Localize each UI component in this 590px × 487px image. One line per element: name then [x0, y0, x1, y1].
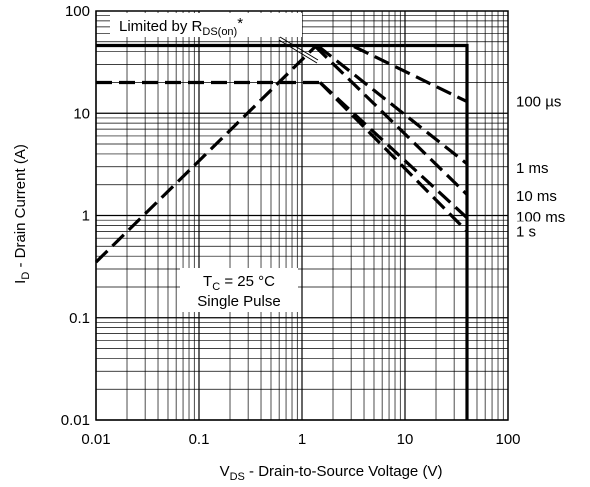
- limited-annotation-suffix: *: [237, 15, 243, 32]
- limited-annotation-box: [110, 13, 302, 37]
- limited-annotation-arrow: [279, 36, 319, 61]
- series-line: [353, 45, 468, 104]
- x-axis-label-sub: DS: [230, 471, 245, 483]
- y-tick-label: 0.01: [61, 412, 90, 429]
- x-tick-labels: 0.01 0.1 1 10 100: [81, 431, 520, 448]
- y-axis-label-sub: D: [20, 272, 32, 280]
- limited-annotation: Limited by RDS(on)*: [119, 15, 243, 38]
- condition-pulse: Single Pulse: [197, 293, 280, 310]
- grid: [95, 11, 508, 421]
- series-group: [94, 43, 469, 420]
- curve-label-bg: [513, 158, 556, 179]
- series-line: [314, 45, 469, 196]
- x-tick-label: 1: [298, 431, 306, 448]
- series-line: [318, 81, 469, 233]
- plot-frame: [95, 10, 509, 421]
- limited-annotation-arrow-shadow: [278, 39, 318, 64]
- x-tick-label: 10: [397, 431, 414, 448]
- condition-tc-main: T: [203, 273, 212, 290]
- curve-label-bg: [513, 91, 573, 112]
- y-axis-label: ID - Drain Current (A): [12, 144, 32, 284]
- curve-label: 1 s: [516, 223, 536, 240]
- y-axis-label-main: I: [12, 280, 29, 284]
- curve-label: 10 ms: [516, 188, 557, 205]
- x-axis-label: VDS - Drain-to-Source Voltage (V): [220, 463, 443, 483]
- x-axis-label-rest: - Drain-to-Source Voltage (V): [245, 463, 443, 480]
- series-line: [96, 43, 469, 420]
- x-tick-label: 100: [495, 431, 520, 448]
- x-tick-label: 0.1: [189, 431, 210, 448]
- curve-label: 1 ms: [516, 160, 549, 177]
- curve-label-bg: [513, 221, 547, 242]
- condition-tc: TC = 25 °C: [203, 273, 275, 293]
- y-tick-label: 10: [73, 105, 90, 122]
- series-line: [94, 45, 317, 264]
- series-line: [317, 45, 468, 166]
- condition-tc-sub: C: [212, 281, 220, 293]
- y-tick-label: 100: [65, 3, 90, 20]
- limited-annotation-sub: DS(on): [202, 26, 237, 38]
- condition-annotation-box: [180, 268, 298, 312]
- x-tick-label: 0.01: [81, 431, 110, 448]
- condition-tc-rest: = 25 °C: [220, 273, 275, 290]
- curve-label: 100 µs: [516, 94, 561, 111]
- limited-annotation-prefix: Limited by R: [119, 18, 203, 35]
- y-tick-label: 0.1: [69, 310, 90, 327]
- curve-label-bg: [513, 186, 564, 207]
- y-axis-label-rest: - Drain Current (A): [12, 144, 29, 272]
- y-tick-label: 1: [82, 208, 90, 225]
- y-tick-labels: 0.01 0.1 1 10 100: [61, 3, 90, 429]
- x-axis-label-main: V: [220, 463, 230, 480]
